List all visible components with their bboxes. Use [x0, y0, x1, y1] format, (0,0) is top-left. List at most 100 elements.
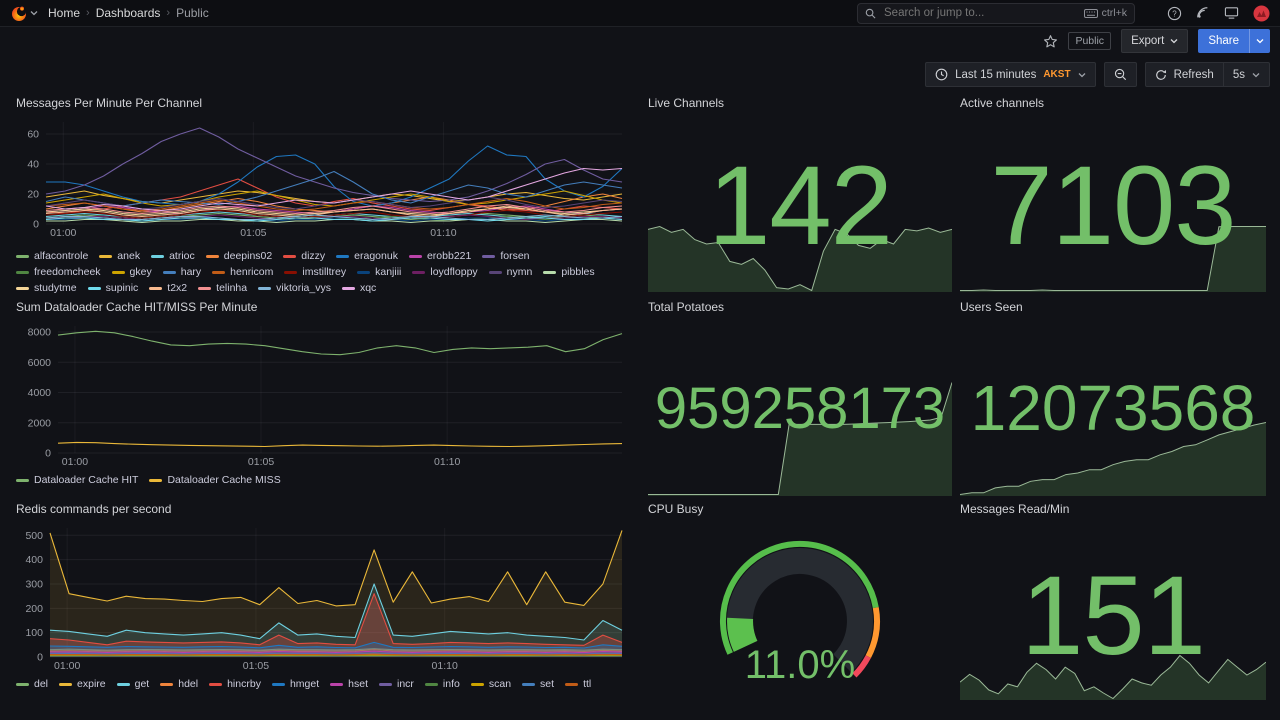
panel-total-potatoes: Total Potatoes 959258173: [648, 300, 953, 496]
share-dropdown-button[interactable]: [1249, 29, 1270, 53]
svg-text:400: 400: [25, 554, 43, 566]
grafana-logo-icon[interactable]: [10, 4, 28, 22]
legend-item[interactable]: hmget: [271, 678, 319, 691]
timeseries-chart[interactable]: 0 20 40 60 01:00 01:05 01:10: [16, 118, 624, 244]
breadcrumb-separator: ›: [166, 7, 171, 19]
grafana-logo-svg: [12, 6, 27, 21]
legend-item[interactable]: imstilltrey: [284, 266, 346, 279]
legend-item[interactable]: forsen: [482, 250, 530, 263]
search-input[interactable]: [882, 6, 1078, 20]
zoom-out-icon: [1114, 68, 1126, 81]
legend-series-label: ttl: [583, 678, 592, 690]
legend-item[interactable]: t2x2: [149, 282, 187, 295]
legend-series-label: viktoria_vys: [276, 282, 331, 294]
legend-item[interactable]: loydfloppy: [412, 266, 478, 279]
panel-title[interactable]: Sum Dataloader Cache HIT/MISS Per Minute: [16, 300, 258, 314]
legend-item[interactable]: freedomcheek: [16, 266, 101, 279]
legend-item[interactable]: hary: [162, 266, 201, 279]
legend-series-label: forsen: [500, 250, 530, 262]
legend-item[interactable]: scan: [470, 678, 511, 691]
svg-text:60: 60: [27, 129, 39, 141]
search-shortcut: ctrl+k: [1083, 7, 1127, 19]
legend-item[interactable]: eragonuk: [336, 250, 398, 263]
legend-series-label: get: [134, 678, 150, 690]
news-rss-icon[interactable]: [1196, 6, 1210, 20]
panel-title[interactable]: CPU Busy: [648, 502, 704, 516]
legend-series-label: henricom: [230, 266, 274, 278]
legend-item[interactable]: supinic: [87, 282, 139, 295]
breadcrumb-home[interactable]: Home: [48, 6, 81, 20]
stat-sparkline: [960, 225, 1266, 292]
share-button[interactable]: Share: [1198, 29, 1249, 53]
legend-item[interactable]: Dataloader Cache HIT: [16, 474, 138, 487]
legend-series-color: [149, 479, 163, 482]
user-avatar[interactable]: [1253, 5, 1270, 22]
legend-item[interactable]: del: [16, 678, 48, 691]
legend-item[interactable]: telinha: [198, 282, 247, 295]
legend-item[interactable]: anek: [99, 250, 140, 263]
org-switcher-chevron-icon[interactable]: [30, 10, 38, 16]
search-box[interactable]: ctrl+k: [857, 2, 1135, 24]
panel-title[interactable]: Live Channels: [648, 96, 725, 110]
legend-item[interactable]: pibbles: [543, 266, 595, 279]
legend-series-label: del: [34, 678, 49, 690]
keyboard-icon: [1083, 8, 1098, 18]
legend-item[interactable]: get: [116, 678, 150, 691]
panel-title[interactable]: Messages Read/Min: [960, 502, 1070, 516]
refresh-interval-dropdown[interactable]: 5s: [1222, 63, 1269, 86]
legend-item[interactable]: hincrby: [209, 678, 261, 691]
legend-item[interactable]: set: [522, 678, 554, 691]
legend-item[interactable]: alfacontrole: [16, 250, 88, 263]
legend-series-color: [16, 683, 29, 686]
refresh-interval: 5s: [1232, 68, 1245, 81]
panel-live-channels: Live Channels 142: [647, 96, 953, 292]
legend-item[interactable]: henricom: [212, 266, 273, 279]
legend-item[interactable]: erobb221: [408, 250, 471, 263]
monitor-icon[interactable]: [1224, 6, 1239, 20]
refresh-label: Refresh: [1173, 68, 1214, 81]
time-range-picker[interactable]: Last 15 minutes AKST: [925, 62, 1096, 87]
star-icon[interactable]: [1043, 34, 1058, 49]
panel-title[interactable]: Messages Per Minute Per Channel: [16, 96, 203, 110]
legend-series-label: studytme: [34, 282, 77, 294]
legend-item[interactable]: atrioc: [151, 250, 195, 263]
legend-item[interactable]: kanjiii: [357, 266, 401, 279]
legend-item[interactable]: deepins02: [205, 250, 272, 263]
legend-item[interactable]: expire: [59, 678, 106, 691]
refresh-button[interactable]: Refresh: [1146, 63, 1223, 86]
legend-item[interactable]: xqc: [341, 282, 376, 295]
legend-series-label: freedomcheek: [34, 266, 101, 278]
legend-item[interactable]: nymn: [488, 266, 533, 279]
timeseries-chart[interactable]: 0 100 200 300 400 500 01:00 01:05 01:10: [16, 524, 624, 672]
legend-item[interactable]: hdel: [160, 678, 198, 691]
breadcrumb-dashboards[interactable]: Dashboards: [95, 6, 161, 20]
breadcrumb-public[interactable]: Public: [176, 6, 209, 20]
panel-title[interactable]: Active channels: [960, 96, 1045, 110]
legend-item[interactable]: incr: [379, 678, 414, 691]
legend-item[interactable]: info: [424, 678, 460, 691]
legend-item[interactable]: hset: [330, 678, 368, 691]
legend-item[interactable]: ttl: [565, 678, 591, 691]
legend-series-color: [16, 287, 29, 290]
legend-series-color: [16, 271, 29, 274]
panel-title[interactable]: Total Potatoes: [648, 300, 725, 314]
legend-item[interactable]: studytme: [16, 282, 77, 295]
legend-item[interactable]: Dataloader Cache MISS: [149, 474, 281, 487]
legend-item[interactable]: dizzy: [283, 250, 325, 263]
refresh-group: Refresh 5s: [1144, 62, 1270, 87]
legend-series-label: supinic: [105, 282, 139, 294]
export-button[interactable]: Export: [1121, 29, 1189, 53]
help-icon[interactable]: ?: [1167, 6, 1182, 21]
zoom-out-button[interactable]: [1103, 62, 1137, 87]
legend-series-label: pibbles: [561, 266, 595, 278]
panel-title[interactable]: Users Seen: [960, 300, 1023, 314]
nav-right-cluster: ctrl+k ?: [857, 2, 1270, 24]
panel-title[interactable]: Redis commands per second: [16, 502, 172, 516]
legend-series-label: nymn: [506, 266, 533, 278]
legend-series-color: [149, 287, 163, 290]
legend-item[interactable]: gkey: [111, 266, 152, 279]
legend-series-color: [522, 683, 536, 686]
legend-item[interactable]: viktoria_vys: [258, 282, 331, 295]
panel-cpu-busy: CPU Busy 11.0%: [648, 502, 952, 702]
timeseries-chart[interactable]: 0 2000 4000 6000 8000 01:00 01:05 01:10: [16, 322, 624, 468]
